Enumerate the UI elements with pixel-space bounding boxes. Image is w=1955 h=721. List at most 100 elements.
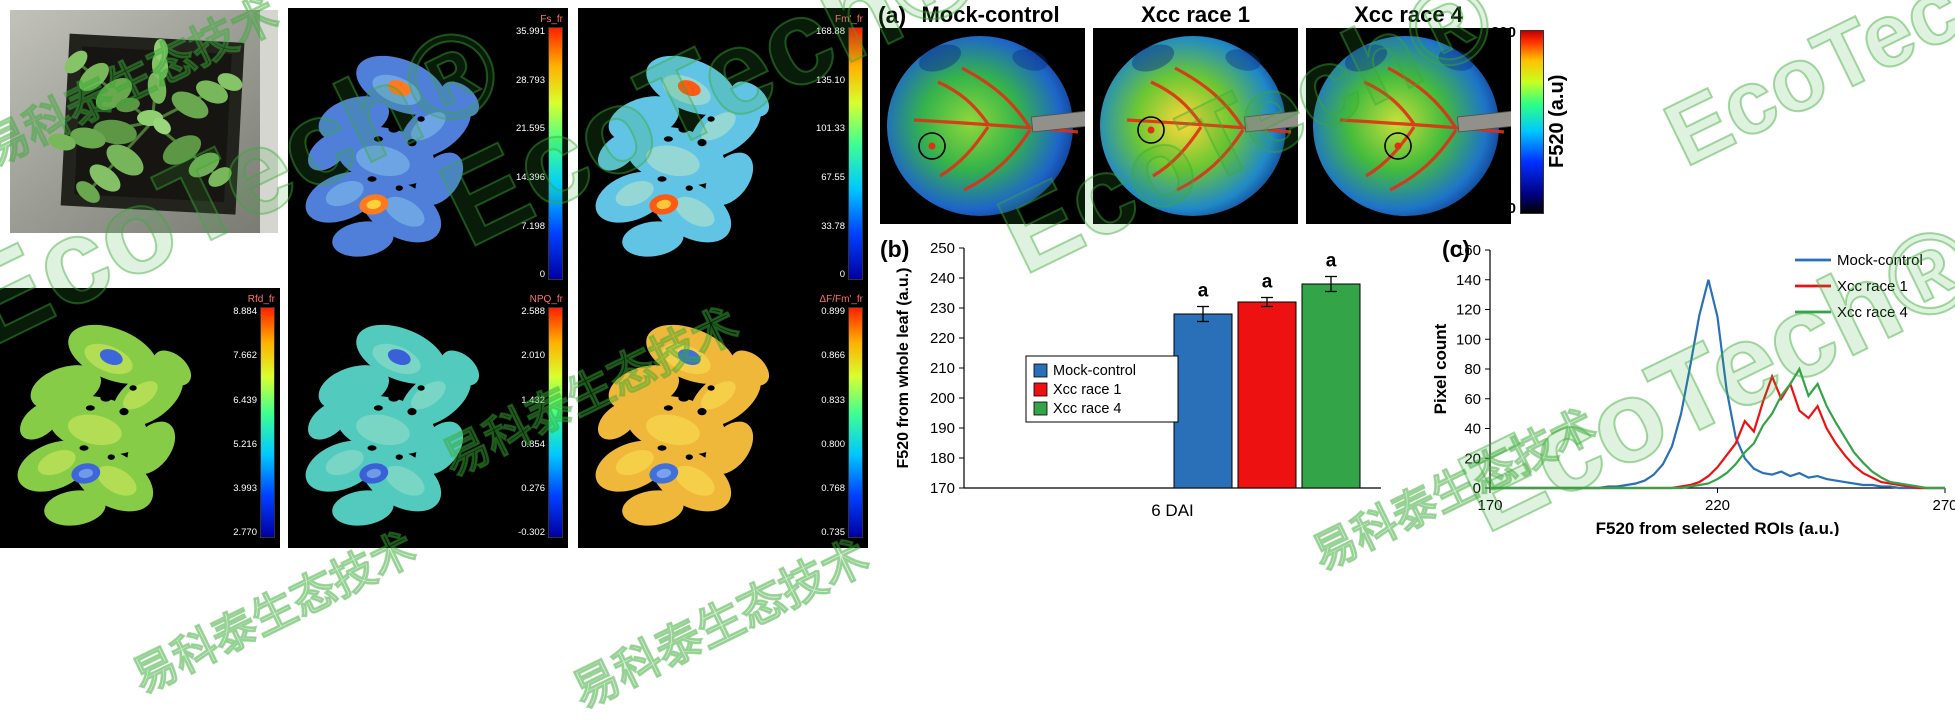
colorbar-tick: 7.662 [233, 350, 257, 362]
map-colorbar-ticks: 0.899 0.866 0.833 0.800 0.768 0.735 [821, 307, 845, 538]
treatment-label-xcc-race-4: Xcc race 4 [1354, 2, 1463, 27]
svg-text:170: 170 [930, 480, 955, 497]
svg-text:170: 170 [1477, 497, 1502, 514]
colorbar-tick: 0.866 [821, 350, 845, 362]
watermark-chinese: 易科泰生态技术 [564, 529, 877, 718]
leaf-fluorescence-image [595, 324, 770, 526]
leaf-image-mock-control [880, 28, 1085, 224]
colorbar-tick: 28.793 [515, 74, 545, 86]
colorbar-tick: 33.78 [821, 220, 845, 232]
colorbar-tick: 14.396 [515, 172, 545, 184]
colorbar-tick: 0.833 [821, 394, 845, 406]
svg-text:40: 40 [1464, 421, 1481, 438]
colorbar-tick: 21.595 [515, 123, 545, 135]
colorbar-tick: 2.770 [233, 527, 257, 539]
leaf-fluorescence-image [305, 55, 480, 257]
map-colorbar-label: Fm'_fr [834, 14, 863, 25]
fluor-map-panel-ffmfr: ΔF/Fm'_fr 0.899 0.866 0.833 0.800 0.768 0.735 [578, 288, 868, 548]
map-colorbar: Fm'_fr 168.88 135.10 101.33 67.55 33.78 0 [795, 14, 863, 280]
map-colorbar-gradient [848, 307, 863, 538]
panel-a: (a) Mock-control Xcc race 1 Xcc race 4 [878, 0, 1598, 232]
map-colorbar: Fs_fr 35.991 28.793 21.595 14.396 7.198 0 [495, 14, 563, 280]
colorbar-tick: 0 [839, 269, 845, 281]
colorbar-tick: 8.884 [233, 306, 257, 317]
colorbar-tick: 0 [539, 269, 545, 281]
svg-text:a: a [1198, 281, 1209, 302]
colorbar-tick: 0.768 [821, 483, 845, 495]
colorbar-tick: 1.432 [521, 394, 545, 406]
f520-colorbar-max-label: 300 [1490, 24, 1516, 41]
map-colorbar-label: ΔF/Fm'_fr [819, 294, 863, 305]
svg-text:220: 220 [930, 330, 955, 347]
map-colorbar-ticks: 2.588 2.010 1.432 0.854 0.276 -0.302 [518, 307, 545, 538]
svg-text:0: 0 [1473, 480, 1481, 497]
panel-a-letter: (a) [878, 2, 907, 28]
panel-c-letter: (c) [1442, 236, 1471, 262]
svg-text:a: a [1326, 251, 1337, 272]
map-colorbar: Rfd_fr 8.884 7.662 6.439 5.216 3.993 2.770 [207, 294, 275, 538]
fluor-map-panel-npqfr: NPQ_fr 2.588 2.010 1.432 0.854 0.276 -0.302 [288, 288, 568, 548]
colorbar-tick: 0.899 [821, 306, 845, 317]
svg-text:180: 180 [930, 450, 955, 467]
svg-text:Pixel count: Pixel count [1431, 323, 1450, 414]
colorbar-tick: 2.588 [521, 306, 545, 317]
svg-text:270: 270 [1932, 497, 1955, 514]
f520-colorbar [1520, 30, 1544, 214]
fluor-map-panel-rfdfr: Rfd_fr 8.884 7.662 6.439 5.216 3.993 2.770 [0, 288, 280, 548]
leaf-image-xcc-race-1 [1093, 28, 1298, 224]
f520-axis-title: F520 (a.u) [1546, 74, 1568, 168]
fluor-map-panel-fsfr: Fs_fr 35.991 28.793 21.595 14.396 7.198 0 [288, 8, 568, 290]
map-colorbar-label: Rfd_fr [247, 294, 275, 305]
map-colorbar-ticks: 35.991 28.793 21.595 14.396 7.198 0 [516, 27, 545, 280]
bar-chart-svg: 170 180 190 200 210 220 230 240 250 a a a 6 DAI F520 … [895, 240, 1381, 520]
colorbar-tick: 6.439 [233, 394, 257, 406]
svg-text:80: 80 [1464, 361, 1481, 378]
map-colorbar: NPQ_fr 2.588 2.010 1.432 0.854 0.276 -0.302 [495, 294, 563, 538]
colorbar-tick: 135.10 [815, 74, 845, 86]
colorbar-tick: -0.302 [518, 527, 545, 539]
svg-text:a: a [1262, 272, 1273, 293]
svg-text:240: 240 [930, 270, 955, 287]
svg-text:Mock-control: Mock-control [1053, 363, 1136, 379]
map-colorbar-gradient [548, 307, 563, 538]
f520-colorbar-min-label: 170 [1490, 200, 1516, 217]
leaf-f520-image [1313, 36, 1511, 216]
map-colorbar-gradient [548, 27, 563, 280]
leaf-fluorescence-image [595, 55, 770, 257]
svg-text:Xcc race 1: Xcc race 1 [1837, 278, 1908, 295]
leaf-image-xcc-race-4 [1306, 28, 1511, 224]
svg-text:60: 60 [1464, 391, 1481, 408]
fluor-map-panel-fmfr: Fm'_fr 168.88 135.10 101.33 67.55 33.78 0 [578, 8, 868, 290]
colorbar-tick: 101.33 [815, 123, 845, 135]
colorbar-tick: 5.216 [233, 438, 257, 450]
colorbar-tick: 0.854 [521, 438, 545, 450]
leaf-fluorescence-image [305, 324, 480, 526]
watermark-ecotech: EcoTech® [1649, 0, 1955, 187]
svg-text:Xcc race 4: Xcc race 4 [1837, 304, 1908, 321]
svg-text:6 DAI: 6 DAI [1151, 501, 1194, 520]
line-chart-svg: 0 20 40 60 80 100 120 140 160 170 220 270 Mock-contr… [1431, 242, 1955, 536]
colorbar-tick: 7.198 [521, 220, 545, 232]
bar-chart-panel: (b) 170 180 190 200 210 220 230 240 250 a a a 6 DAI F… [878, 234, 1418, 534]
svg-text:160: 160 [1456, 242, 1481, 259]
svg-text:220: 220 [1705, 497, 1730, 514]
svg-text:190: 190 [930, 420, 955, 437]
tomato-plant-image [10, 10, 278, 233]
svg-text:100: 100 [1456, 331, 1481, 348]
map-colorbar-label: Fs_fr [540, 14, 563, 25]
svg-text:230: 230 [930, 300, 955, 317]
colorbar-tick: 0.735 [821, 527, 845, 539]
svg-text:Xcc race 4: Xcc race 4 [1053, 401, 1122, 417]
leaf-fluorescence-image [17, 324, 192, 526]
leaf-f520-image [1100, 36, 1298, 216]
leaf-f520-image [887, 36, 1085, 216]
map-colorbar-ticks: 168.88 135.10 101.33 67.55 33.78 0 [816, 27, 845, 280]
plant-photo [10, 10, 278, 233]
svg-text:Xcc race 1: Xcc race 1 [1053, 382, 1122, 398]
map-colorbar: ΔF/Fm'_fr 0.899 0.866 0.833 0.800 0.768 0.735 [795, 294, 863, 538]
colorbar-tick: 168.88 [815, 26, 845, 37]
svg-text:120: 120 [1456, 302, 1481, 319]
svg-text:210: 210 [930, 360, 955, 377]
map-colorbar-label: NPQ_fr [529, 294, 563, 305]
svg-text:Mock-control: Mock-control [1837, 252, 1923, 269]
